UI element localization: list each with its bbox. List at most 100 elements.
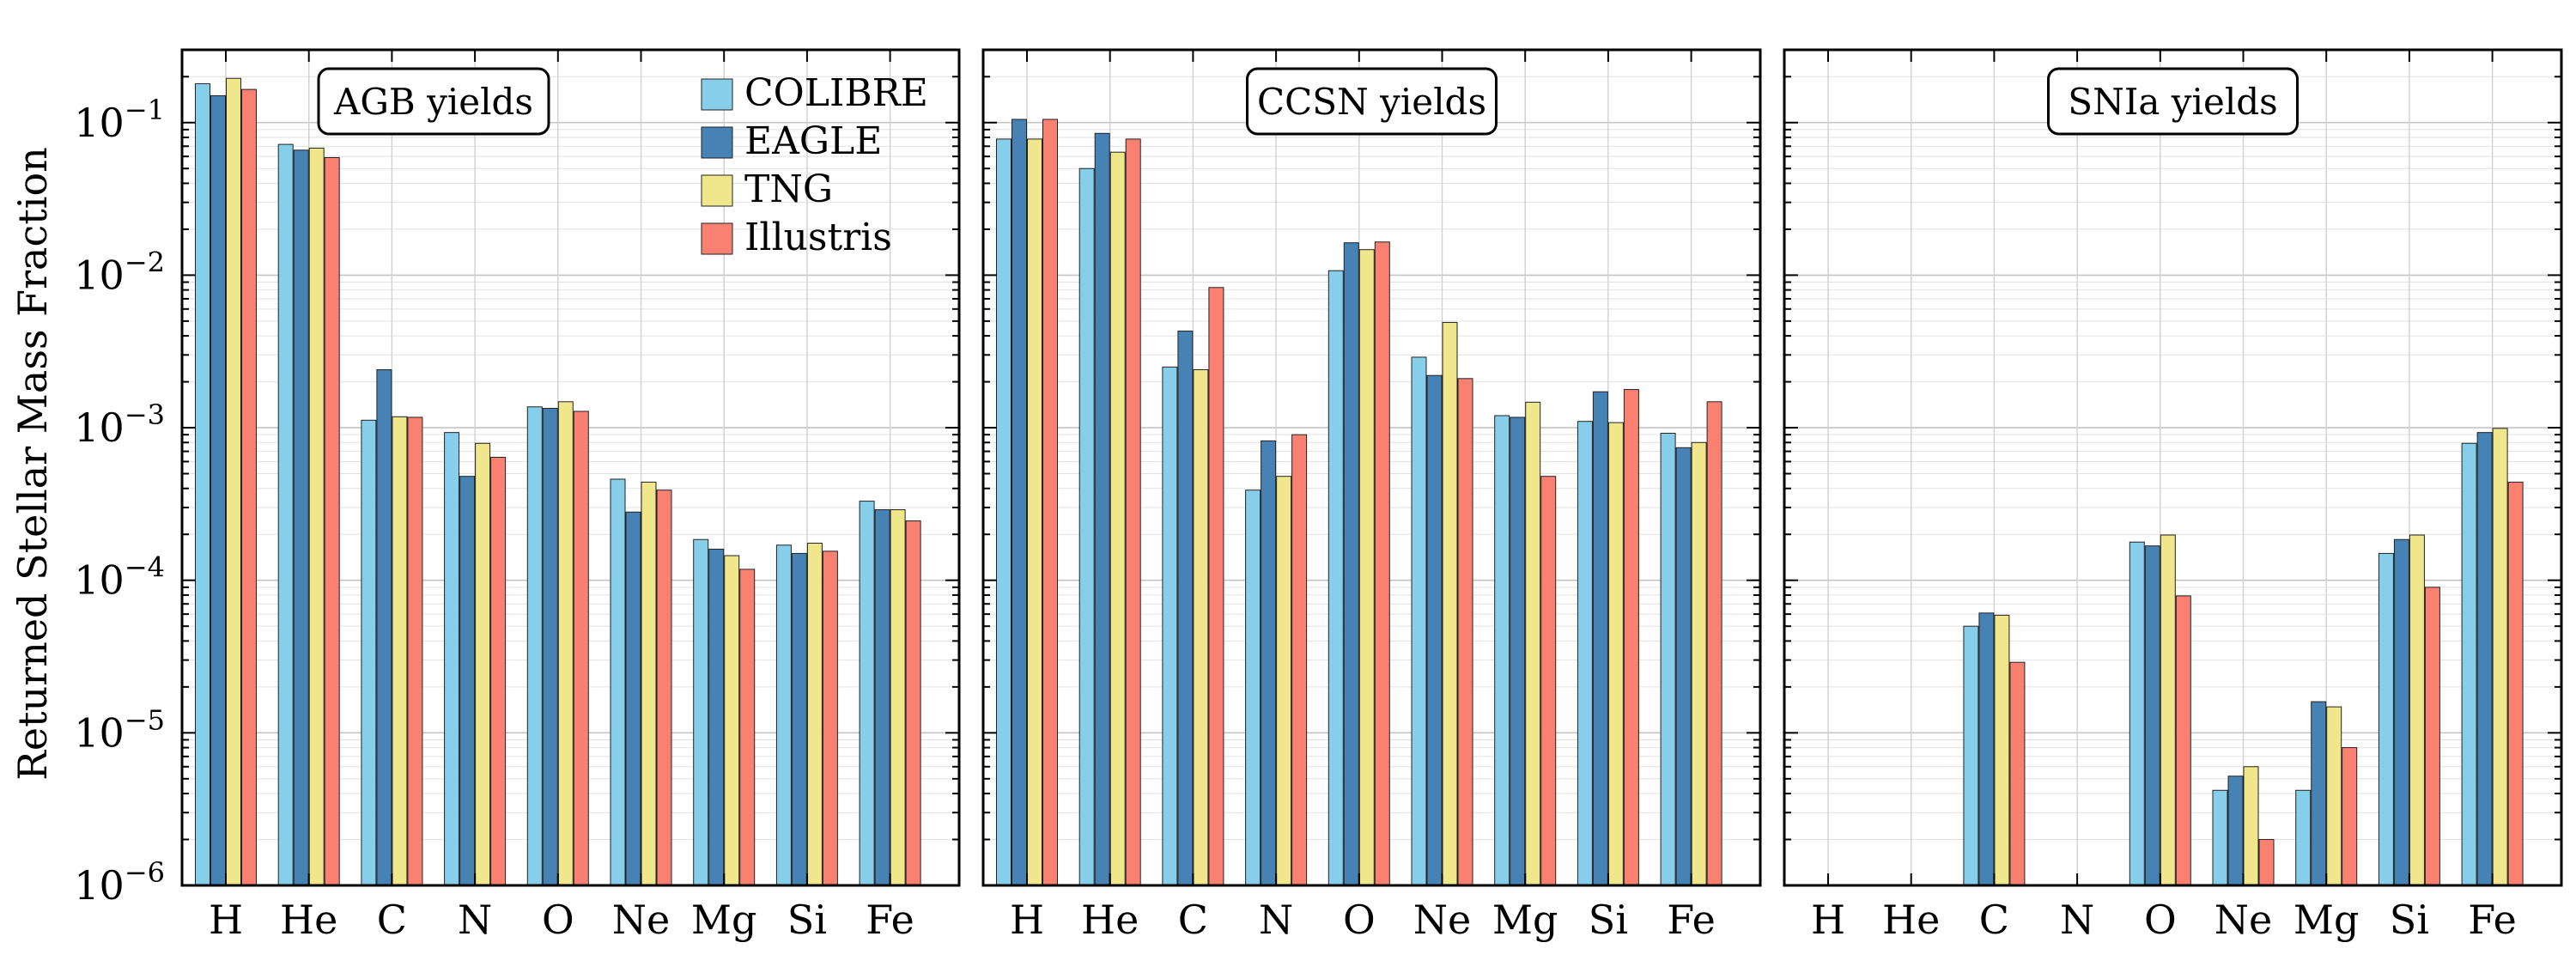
bar-tng-fe bbox=[1691, 441, 1707, 886]
y-tick-label: 10−5 bbox=[74, 703, 165, 756]
bar-tng-si bbox=[806, 543, 823, 886]
bar-tng-fe bbox=[890, 509, 906, 886]
bar-illustris-h bbox=[1042, 119, 1058, 886]
bar-illustris-c bbox=[2009, 661, 2026, 886]
panel-3: H He C N O Ne Mg Si Fe SNIa yields bbox=[1783, 48, 2563, 943]
bar-tng-n bbox=[1276, 476, 1292, 886]
panel-frame bbox=[981, 48, 1762, 887]
panel-1: H He C N O Ne Mg Si Fe AGB yields bbox=[180, 48, 961, 943]
bar-colibre-n bbox=[1245, 490, 1261, 886]
bar-tng-he bbox=[308, 148, 325, 886]
bar-colibre-fe bbox=[2461, 442, 2477, 886]
bar-eagle-mg bbox=[1510, 417, 1526, 886]
bar-eagle-ne bbox=[1426, 374, 1443, 886]
x-tick-label-c: C bbox=[377, 897, 407, 943]
bar-illustris-n bbox=[490, 456, 507, 886]
legend-label-illustris: Illustris bbox=[744, 216, 892, 259]
legend-swatch-tng bbox=[701, 174, 733, 207]
bar-eagle-si bbox=[791, 552, 807, 886]
bar-colibre-o bbox=[2129, 541, 2145, 886]
bar-eagle-o bbox=[2144, 545, 2160, 886]
bar-tng-o bbox=[557, 401, 574, 886]
bar-tng-si bbox=[1607, 422, 1624, 886]
legend-swatch-colibre bbox=[701, 78, 733, 111]
bar-tng-n bbox=[475, 442, 491, 886]
bar-tng-fe bbox=[2492, 428, 2508, 886]
x-axis: H He C N O Ne Mg Si Fe bbox=[1811, 50, 2517, 943]
bar-tng-mg bbox=[1525, 401, 1541, 886]
bar-illustris-si bbox=[822, 550, 838, 886]
x-tick-label-o: O bbox=[542, 897, 574, 943]
panel-frame bbox=[1783, 48, 2563, 887]
x-tick-label-he: He bbox=[280, 897, 337, 943]
bar-eagle-si bbox=[1592, 391, 1608, 886]
x-tick-label-mg: Mg bbox=[691, 897, 757, 943]
bar-illustris-o bbox=[2175, 595, 2191, 886]
bar-illustris-he bbox=[1125, 138, 1141, 886]
x-tick-label-c: C bbox=[1979, 897, 2009, 943]
x-tick-label-ne: Ne bbox=[2215, 897, 2272, 943]
x-tick-label-o: O bbox=[1343, 897, 1376, 943]
legend-label-tng: TNG bbox=[744, 167, 833, 211]
bar-colibre-n bbox=[444, 432, 460, 886]
bar-tng-ne bbox=[2243, 766, 2259, 886]
bar-eagle-ne bbox=[625, 511, 641, 886]
bar-illustris-fe bbox=[2507, 481, 2524, 886]
bar-colibre-fe bbox=[1660, 432, 1676, 886]
bar-colibre-h bbox=[195, 82, 210, 886]
bar-eagle-n bbox=[1261, 440, 1277, 886]
x-tick-label-he: He bbox=[1882, 897, 1940, 943]
panel-title: CCSN yields bbox=[1246, 67, 1498, 136]
bar-illustris-fe bbox=[1706, 401, 1722, 886]
bar-eagle-h bbox=[210, 94, 226, 886]
bar-tng-mg bbox=[724, 555, 740, 886]
y-tick-label: 10−6 bbox=[74, 856, 165, 909]
bar-tng-h bbox=[1027, 138, 1042, 886]
x-tick-label-si: Si bbox=[787, 897, 827, 943]
panel-title-box bbox=[1246, 67, 1498, 136]
bar-tng-he bbox=[1109, 151, 1126, 886]
x-tick-label-n: N bbox=[458, 897, 492, 943]
bar-colibre-ne bbox=[610, 478, 626, 886]
x-tick-label-he: He bbox=[1081, 897, 1139, 943]
bar-eagle-fe bbox=[2476, 432, 2493, 886]
y-tick-label: 10−4 bbox=[74, 551, 165, 604]
bar-colibre-si bbox=[775, 544, 792, 886]
bar-illustris-h bbox=[241, 88, 257, 886]
x-tick-label-mg: Mg bbox=[2293, 897, 2360, 943]
panel-title-box bbox=[317, 67, 550, 136]
x-tick-label-c: C bbox=[1178, 897, 1208, 943]
bar-eagle-mg bbox=[2311, 701, 2327, 886]
panel-title-text: AGB yields bbox=[333, 81, 533, 123]
bar-eagle-n bbox=[459, 476, 476, 886]
bar-eagle-he bbox=[1094, 132, 1110, 886]
panel-title-text: SNIa yields bbox=[2068, 81, 2277, 123]
bar-eagle-fe bbox=[1675, 447, 1692, 886]
x-tick-label-mg: Mg bbox=[1492, 897, 1558, 943]
bar-colibre-c bbox=[1162, 366, 1178, 886]
legend-label-colibre: COLIBRE bbox=[744, 71, 928, 115]
x-tick-label-fe: Fe bbox=[1667, 897, 1716, 943]
panel-title: SNIa yields bbox=[2047, 67, 2299, 136]
bar-colibre-mg bbox=[1494, 415, 1510, 886]
bar-illustris-ne bbox=[656, 490, 672, 886]
bar-eagle-si bbox=[2393, 538, 2409, 886]
x-tick-label-fe: Fe bbox=[866, 897, 914, 943]
bar-colibre-c bbox=[361, 419, 377, 886]
bar-colibre-si bbox=[2378, 552, 2394, 886]
bar-eagle-mg bbox=[708, 548, 725, 886]
bar-colibre-mg bbox=[693, 538, 709, 886]
x-tick-label-h: H bbox=[209, 897, 243, 943]
x-tick-label-ne: Ne bbox=[612, 897, 670, 943]
panel-title: AGB yields bbox=[317, 67, 550, 136]
bar-illustris-ne bbox=[1457, 378, 1473, 886]
bar-illustris-o bbox=[573, 410, 589, 886]
panel-title-box bbox=[2047, 67, 2299, 136]
bar-illustris-fe bbox=[905, 520, 921, 886]
bar-illustris-si bbox=[1623, 389, 1639, 886]
panel-frame bbox=[180, 48, 961, 887]
bar-illustris-si bbox=[2424, 587, 2440, 886]
